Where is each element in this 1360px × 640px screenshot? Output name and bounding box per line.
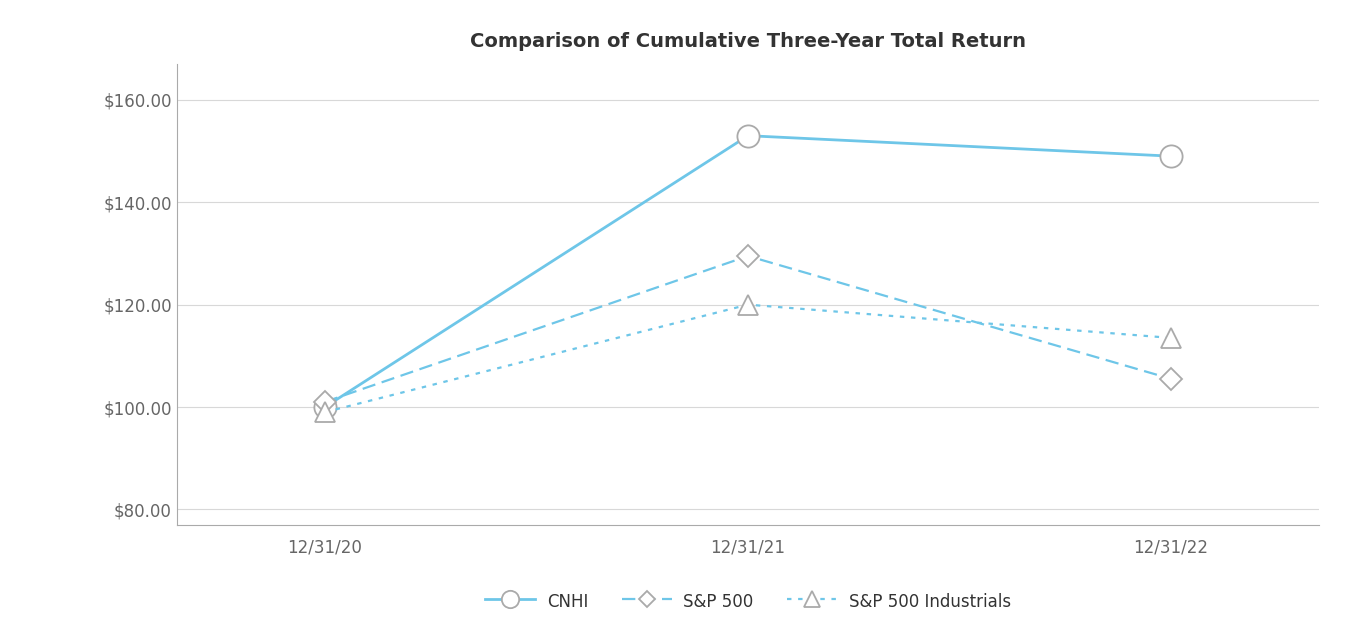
Legend: CNHI, S&P 500, S&P 500 Industrials: CNHI, S&P 500, S&P 500 Industrials <box>479 584 1017 618</box>
Title: Comparison of Cumulative Three-Year Total Return: Comparison of Cumulative Three-Year Tota… <box>471 33 1025 51</box>
